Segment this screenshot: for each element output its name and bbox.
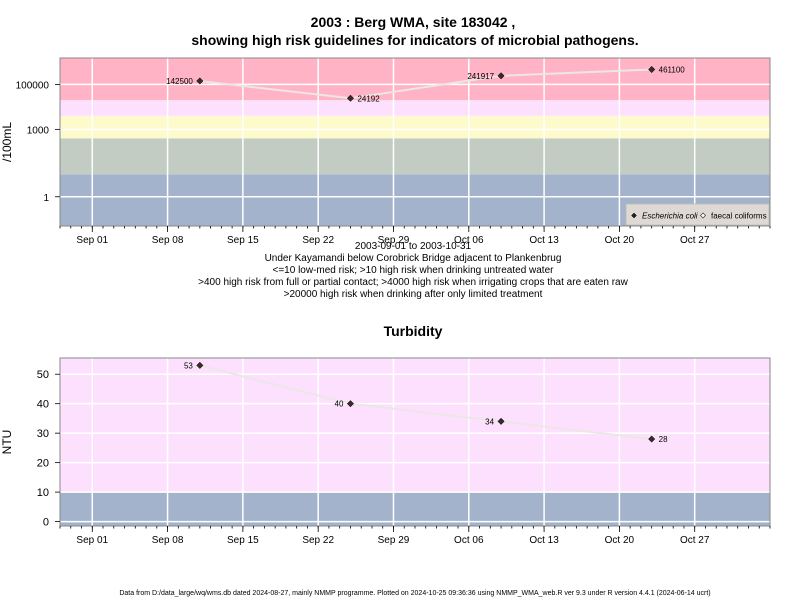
y-tick-label-1: 10 xyxy=(37,487,49,499)
x-tick-label-0: Sep 01 xyxy=(76,535,108,546)
x-tick-label-8: Oct 27 xyxy=(680,535,710,546)
x-tick-label-1: Sep 08 xyxy=(152,235,184,246)
chart-title-line1: 2003 : Berg WMA, site 183042 , xyxy=(311,14,516,30)
legend-marker-faecal-coliforms xyxy=(700,212,706,219)
x-tick-label-5: Oct 06 xyxy=(454,235,484,246)
series-line-0 xyxy=(199,364,652,441)
data-label-3: 28 xyxy=(659,435,668,444)
y-tick-label-2: 100000 xyxy=(16,80,50,91)
x-tick-label-1: Sep 08 xyxy=(152,535,184,546)
x-tick-label-3: Sep 22 xyxy=(302,235,334,246)
x-tick-label-0: Sep 01 xyxy=(76,235,108,246)
microbial-plot: Sep 01 Sep 08 Sep 15 Sep 22 Sep 29 Oct 06 Oct … xyxy=(0,57,771,246)
y-axis-label: /100mL xyxy=(0,122,14,162)
x-tick-label-7: Oct 20 xyxy=(605,235,635,246)
risk-band-4 xyxy=(60,58,770,101)
y-tick-label-0: 1 xyxy=(43,193,49,204)
subtitle-date-range: 2003-09-01 to 2003-10-31 xyxy=(355,241,472,252)
x-tick-label-2: Sep 15 xyxy=(227,235,259,246)
data-point-1 xyxy=(346,400,355,408)
data-label-0: 53 xyxy=(184,361,193,370)
legend-label-e-coli: Escherichia coli xyxy=(642,212,698,221)
risk-band-1 xyxy=(60,138,770,175)
x-tick-label-6: Oct 13 xyxy=(529,235,559,246)
series-line-0 xyxy=(199,68,652,100)
x-tick-label-4: Sep 29 xyxy=(378,535,410,546)
legend-box xyxy=(625,203,770,226)
data-label-0: 142500 xyxy=(166,77,193,86)
data-label-2: 241917 xyxy=(467,72,494,81)
x-tick-label-6: Oct 13 xyxy=(529,535,559,546)
x-tick-label-5: Oct 06 xyxy=(454,535,484,546)
data-point-1 xyxy=(346,94,355,102)
y-tick-label-0: 0 xyxy=(43,517,49,529)
y-tick-label-2: 20 xyxy=(37,458,49,470)
x-tick-label-3: Sep 22 xyxy=(302,535,334,546)
data-point-2 xyxy=(497,417,505,425)
risk-band-1 xyxy=(60,358,770,493)
y-tick-label-3: 30 xyxy=(37,428,49,440)
x-tick-label-2: Sep 15 xyxy=(227,535,259,546)
data-point-3 xyxy=(648,435,656,443)
data-point-3 xyxy=(648,65,656,74)
risk-band-3 xyxy=(60,100,770,116)
data-label-2: 34 xyxy=(485,417,494,426)
chart-title-line2: showing high risk guidelines for indicat… xyxy=(191,32,638,48)
x-tick-label-8: Oct 27 xyxy=(680,235,710,246)
y-tick-label-5: 50 xyxy=(37,369,49,381)
turbidity-plot: Sep 01 Sep 08 Sep 15 Sep 22 Sep 29 Oct 06 Oct … xyxy=(0,357,771,546)
x-tick-label-7: Oct 20 xyxy=(605,535,635,546)
data-point-0 xyxy=(196,77,204,85)
data-label-1: 40 xyxy=(335,400,344,409)
risk-band-2 xyxy=(60,115,770,139)
data-label-3: 461100 xyxy=(659,66,686,75)
legend-marker-e-coli xyxy=(631,212,637,219)
x-tick-label-4: Sep 29 xyxy=(378,235,410,246)
subtitle-guideline-1: <=10 low-med risk; >10 high risk when dr… xyxy=(273,265,555,276)
data-point-2 xyxy=(497,72,505,80)
data-label-1: 24192 xyxy=(357,94,380,103)
turbidity-title: Turbidity xyxy=(384,323,443,339)
legend-label-faecal-coliforms: faecal coliforms xyxy=(711,212,767,221)
footer-note: Data from D:/data_large/wq/wms.db dated … xyxy=(119,590,710,597)
risk-band-0 xyxy=(60,492,770,526)
subtitle-guideline-2: >400 high risk from full or partial cont… xyxy=(198,277,628,288)
subtitle-site-description: Under Kayamandi below Corobrick Bridge a… xyxy=(265,253,562,264)
y-tick-label-4: 40 xyxy=(37,399,49,411)
data-point-0 xyxy=(196,361,204,369)
y-tick-label-1: 1000 xyxy=(27,125,50,136)
subtitle-guideline-3: >20000 high risk when drinking after onl… xyxy=(284,289,543,300)
y-axis-label: NTU xyxy=(0,430,14,455)
